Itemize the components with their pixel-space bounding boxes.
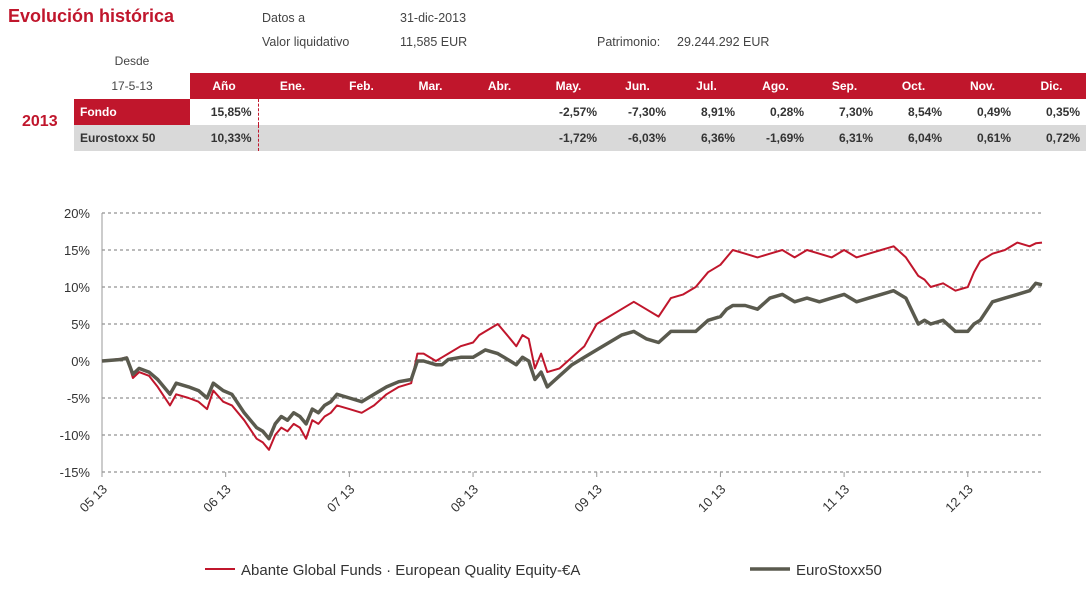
x-tick-label: 07 13 [324,482,358,516]
col-header: Sep. [810,73,879,99]
year-label: 2013 [22,113,58,130]
y-tick-label: 10% [64,280,90,295]
table-row-fondo: Fondo 15,85% -2,57% -7,30% 8,91% 0,28% 7… [74,99,1086,125]
x-tick-label: 06 13 [200,482,234,516]
table-cell: 10,33% [190,125,259,151]
y-axis-ticks: 20% 15% 10% 5% 0% -5% -10% -15% [60,206,91,480]
table-cell [396,99,465,125]
desde-date-cell: 17-5-13 [111,79,153,93]
table-cell: 0,61% [948,125,1017,151]
chart-series [101,241,1043,451]
x-tick-label: 09 13 [571,482,605,516]
x-axis-ticks: 05 13 06 13 07 13 08 13 09 13 10 13 11 13 12 13 [77,472,976,515]
col-header: Feb. [327,73,396,99]
col-header: Nov. [948,73,1017,99]
table-cell [396,125,465,151]
y-tick-label: -10% [60,428,91,443]
table-cell [258,125,327,151]
table-cell: 15,85% [190,99,259,125]
table-header-row: 17-5-13 Año Ene. Feb. Mar. Abr. May. Jun… [74,73,1086,99]
table-cell: -1,72% [534,125,603,151]
x-tick-label: 11 13 [819,482,852,515]
table-cell: 8,54% [879,99,948,125]
y-tick-label: -15% [60,465,91,480]
x-tick-label: 05 13 [77,482,111,516]
table-cell: 6,31% [810,125,879,151]
col-header: Jun. [603,73,672,99]
performance-table: 17-5-13 Año Ene. Feb. Mar. Abr. May. Jun… [74,73,1086,151]
patrimonio-value: 29.244.292 EUR [677,35,770,49]
table-cell: 8,91% [672,99,741,125]
y-tick-label: 0% [71,354,90,369]
table-cell: 0,72% [1017,125,1086,151]
row-label: Fondo [74,99,190,125]
table-cell: -2,57% [534,99,603,125]
y-tick-label: -5% [67,391,91,406]
valor-label: Valor liquidativo [262,35,350,49]
table-cell: 0,49% [948,99,1017,125]
table-cell [258,99,327,125]
table-cell [327,125,396,151]
col-header: Ene. [258,73,327,99]
datos-value: 31-dic-2013 [400,11,467,25]
series-line-eurostoxx [101,281,1043,441]
table-cell [465,125,534,151]
col-header: Jul. [672,73,741,99]
col-header: Ago. [741,73,810,99]
x-tick-label: 08 13 [448,482,482,516]
legend-label: EuroStoxx50 [796,562,882,579]
table-cell: 6,04% [879,125,948,151]
table-cell [465,99,534,125]
legend-label: Abante Global Funds · European Quality E… [241,562,580,579]
table-cell: 0,28% [741,99,810,125]
row-label: Eurostoxx 50 [74,125,190,151]
chart-grid [101,212,1042,473]
datos-label: Datos a [262,11,306,25]
col-header: Año [190,73,258,99]
line-chart: 20% 15% 10% 5% 0% -5% -10% -15% 05 13 06 13 07 13… [60,206,1043,579]
x-tick-label: 10 13 [695,482,729,516]
chart-legend: Abante Global Funds · European Quality E… [205,562,882,579]
table-row-eurostoxx: Eurostoxx 50 10,33% -1,72% -6,03% 6,36% … [74,125,1086,151]
col-header: Mar. [396,73,465,99]
col-header: Oct. [879,73,948,99]
x-tick-label: 12 13 [942,482,976,516]
series-line-fund [101,241,1043,451]
col-header: Abr. [465,73,534,99]
desde-label: Desde [114,54,150,68]
table-cell: 6,36% [672,125,741,151]
col-header: May. [534,73,603,99]
table-cell: -6,03% [603,125,672,151]
table-cell: 7,30% [810,99,879,125]
y-tick-label: 5% [71,317,90,332]
page-title: Evolución histórica [8,6,175,26]
table-cell [327,99,396,125]
table-cell: 0,35% [1017,99,1086,125]
y-tick-label: 15% [64,243,90,258]
y-tick-label: 20% [64,206,90,221]
valor-value: 11,585 EUR [400,35,468,49]
table-cell: -7,30% [603,99,672,125]
patrimonio-label: Patrimonio: [597,35,661,49]
table-cell: -1,69% [741,125,810,151]
col-header: Dic. [1017,73,1086,99]
